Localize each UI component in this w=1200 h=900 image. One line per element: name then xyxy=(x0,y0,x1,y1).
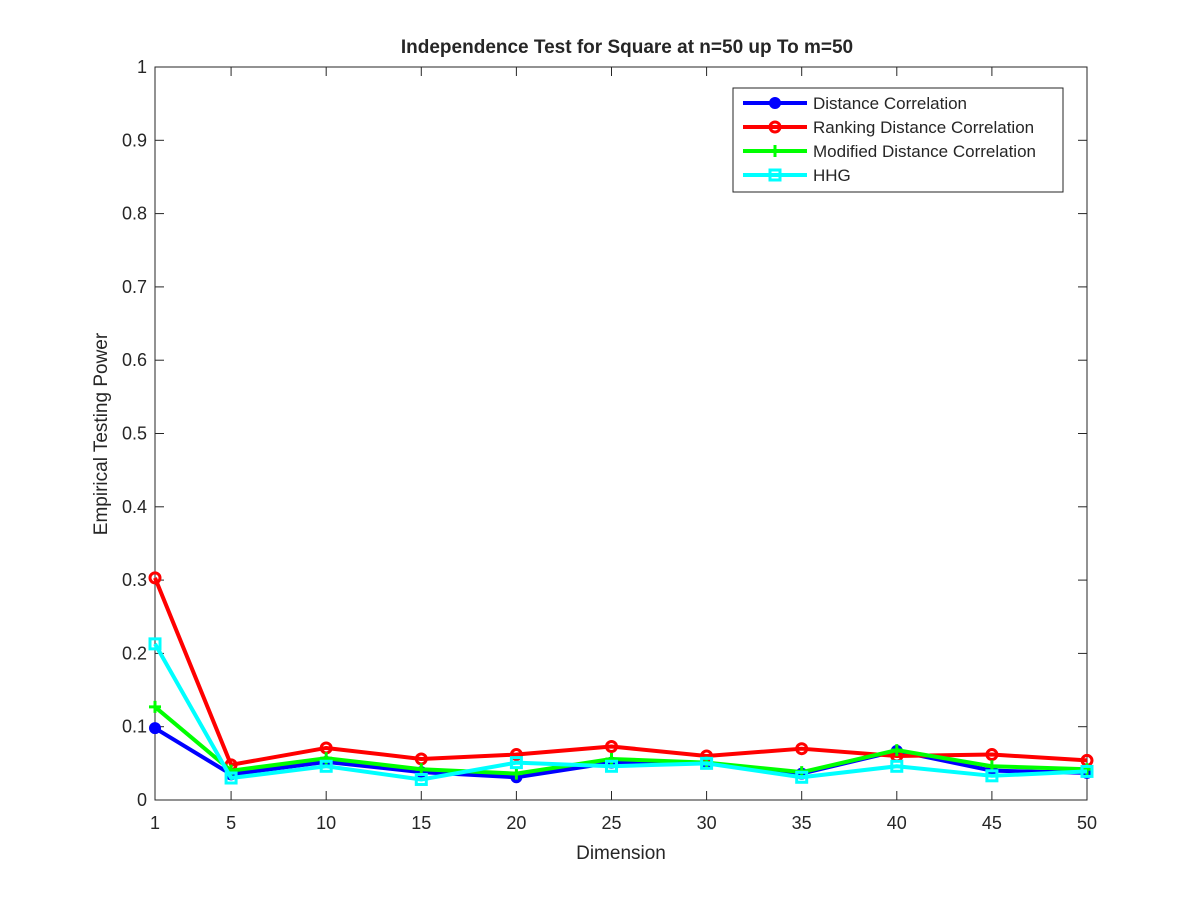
data-point xyxy=(795,770,809,784)
data-point xyxy=(604,759,618,773)
y-tick-label: 0.1 xyxy=(122,717,147,737)
x-tick-label: 40 xyxy=(887,813,907,833)
data-point xyxy=(795,742,809,756)
y-tick-label: 0 xyxy=(137,790,147,810)
data-point xyxy=(890,759,904,773)
y-tick-label: 0.8 xyxy=(122,204,147,224)
y-tick-label: 0.3 xyxy=(122,570,147,590)
legend-label: HHG xyxy=(813,166,851,185)
y-tick-label: 0.5 xyxy=(122,424,147,444)
plot-area: 1 5 10 15 20 25 30 35 40 45 5000.10.20.30.40.50.60… xyxy=(122,57,1097,833)
legend-marker xyxy=(768,168,782,182)
chart-title: Independence Test for Square at n=50 up … xyxy=(401,37,853,58)
x-tick-label: 25 xyxy=(601,813,621,833)
data-point xyxy=(414,772,428,786)
y-tick-label: 0.9 xyxy=(122,130,147,150)
data-point xyxy=(319,759,333,773)
data-point xyxy=(148,571,162,585)
x-tick-label: 15 xyxy=(411,813,431,833)
x-tick-label: 50 xyxy=(1077,813,1097,833)
y-tick-label: 0.7 xyxy=(122,277,147,297)
legend-label: Ranking Distance Correlation xyxy=(813,118,1034,137)
y-axis-label: Empirical Testing Power xyxy=(91,332,112,535)
y-tick-label: 1 xyxy=(137,57,147,77)
data-point xyxy=(224,771,238,785)
legend-label: Distance Correlation xyxy=(813,94,967,113)
data-point xyxy=(1080,764,1094,778)
data-point xyxy=(985,769,999,783)
data-point xyxy=(605,752,618,765)
legend-marker xyxy=(768,120,782,134)
data-point xyxy=(700,756,714,770)
data-point xyxy=(890,744,903,757)
x-tick-label: 35 xyxy=(792,813,812,833)
x-axis-label: Dimension xyxy=(576,843,666,864)
x-tick-label: 45 xyxy=(982,813,1002,833)
x-tick-label: 1 xyxy=(150,813,160,833)
data-point xyxy=(985,748,999,762)
data-point xyxy=(604,739,618,753)
x-tick-label: 5 xyxy=(226,813,236,833)
y-tick-label: 0.2 xyxy=(122,643,147,663)
x-tick-label: 20 xyxy=(506,813,526,833)
data-point xyxy=(149,700,161,713)
legend: Distance Correlation Ranking Distance Cor… xyxy=(732,87,1064,193)
legend-marker xyxy=(769,97,781,109)
y-tick-label: 0.4 xyxy=(122,497,147,517)
legend-label: Modified Distance Correlation xyxy=(813,142,1036,161)
data-point xyxy=(509,756,523,770)
x-tick-label: 10 xyxy=(316,813,336,833)
x-tick-label: 30 xyxy=(697,813,717,833)
y-tick-label: 0.6 xyxy=(122,350,147,370)
series-line xyxy=(153,642,1088,782)
data-point xyxy=(509,748,523,762)
data-point xyxy=(510,767,523,780)
data-point xyxy=(149,722,161,735)
series-3 xyxy=(148,637,1094,786)
legend-marker xyxy=(769,145,781,157)
data-point xyxy=(148,637,162,651)
